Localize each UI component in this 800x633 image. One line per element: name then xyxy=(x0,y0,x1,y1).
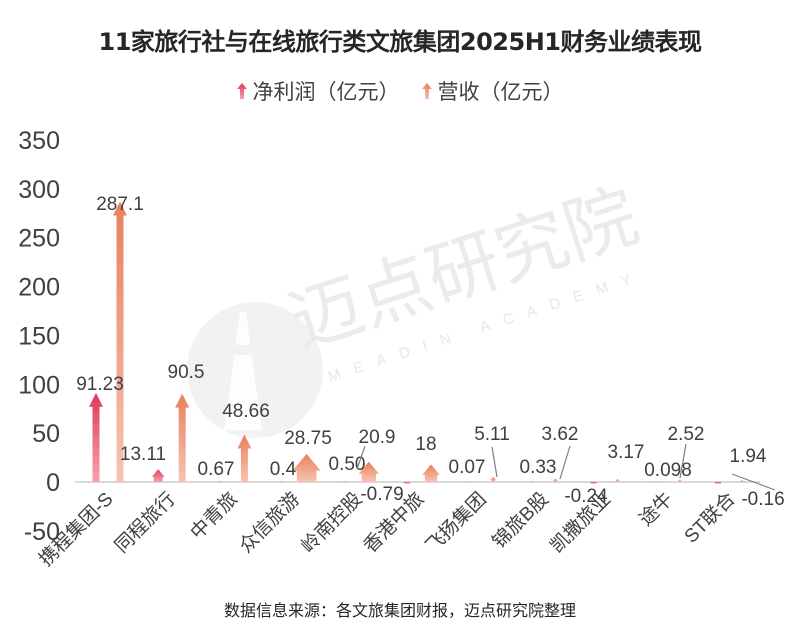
y-tick-label: 0 xyxy=(46,469,60,497)
revenue-bar[interactable] xyxy=(552,478,559,482)
revenue-value-label: 2.52 xyxy=(668,424,705,445)
net-profit-bar[interactable] xyxy=(590,482,597,484)
revenue-bar[interactable] xyxy=(739,480,745,482)
net-profit-bar[interactable] xyxy=(151,469,165,482)
net-profit-bar[interactable] xyxy=(89,392,103,482)
net-profit-value-label: -0.16 xyxy=(741,489,784,510)
leader-line xyxy=(356,445,366,470)
leader-line xyxy=(731,473,776,491)
y-tick-label: 300 xyxy=(18,176,60,204)
revenue-value-label: 18 xyxy=(415,434,436,455)
y-tick-label: 150 xyxy=(18,322,60,350)
x-category-label: 同程旅行 xyxy=(110,488,179,557)
arrow-up-icon xyxy=(421,83,432,99)
net-profit-value-label: -0.79 xyxy=(360,484,403,505)
chart-title: 11家旅行社与在线旅行类文旅集团2025H1财务业绩表现 xyxy=(98,28,702,56)
revenue-bar[interactable] xyxy=(358,461,380,482)
net-profit-bar[interactable] xyxy=(217,481,224,482)
chart-legend: 净利润（亿元） 营收（亿元） xyxy=(0,76,800,106)
net-profit-value-label: 0.07 xyxy=(449,457,486,478)
leader-line xyxy=(679,443,687,479)
revenue-bar[interactable] xyxy=(422,464,440,482)
x-category-label: 途牛 xyxy=(635,488,677,530)
net-profit-value-label: 13.11 xyxy=(120,444,166,465)
net-profit-value-label: 0.098 xyxy=(644,460,692,481)
arrow-up-icon xyxy=(236,83,247,99)
revenue-value-label: 5.11 xyxy=(474,424,510,445)
revenue-bar[interactable] xyxy=(490,477,497,482)
y-tick-label: 250 xyxy=(18,225,60,253)
x-category-label: ST联合 xyxy=(680,488,740,548)
leader-line xyxy=(491,446,498,478)
net-profit-value-label: 0.4 xyxy=(270,459,297,480)
net-profit-value-label: 0.33 xyxy=(520,457,557,478)
leader-line xyxy=(559,445,571,480)
net-profit-bar[interactable] xyxy=(715,482,721,484)
legend-item-revenue[interactable]: 营收（亿元） xyxy=(421,76,564,106)
net-profit-value-label: -0.24 xyxy=(564,486,608,507)
x-category-label: 岭南控股 xyxy=(297,488,366,557)
net-profit-value-label: 0.50 xyxy=(329,454,366,475)
legend-label-revenue: 营收（亿元） xyxy=(437,80,564,104)
net-profit-bar[interactable] xyxy=(404,482,410,484)
revenue-bar[interactable] xyxy=(175,393,190,482)
revenue-bar[interactable] xyxy=(676,479,683,482)
revenue-bar[interactable] xyxy=(237,434,252,482)
revenue-bar[interactable] xyxy=(113,201,127,482)
y-tick-label: 200 xyxy=(18,274,60,302)
net-profit-value-label: 91.23 xyxy=(76,374,124,395)
revenue-bar[interactable] xyxy=(614,478,621,482)
y-tick-label: -50 xyxy=(24,518,60,546)
y-tick-label: 350 xyxy=(18,127,60,155)
x-category-label: 中青旅 xyxy=(186,488,242,544)
y-tick-label: 100 xyxy=(18,371,60,399)
revenue-value-label: 20.9 xyxy=(359,427,396,448)
x-category-label: 锦旅B股 xyxy=(488,488,553,553)
watermark: 迈点研究院 MEADIN ACADEMY xyxy=(187,176,647,438)
revenue-value-label: 1.94 xyxy=(730,446,767,467)
legend-label-net-profit: 净利润（亿元） xyxy=(252,80,400,104)
x-category-label: 飞扬集团 xyxy=(421,488,490,557)
revenue-bar[interactable] xyxy=(292,453,321,482)
revenue-value-label: 3.62 xyxy=(542,424,579,445)
source-note: 数据信息来源：各文旅集团财报，迈点研究院整理 xyxy=(223,601,576,620)
net-profit-value-label: 0.67 xyxy=(198,459,235,480)
revenue-value-label: 48.66 xyxy=(222,401,270,422)
x-category-label: 众信旅游 xyxy=(235,488,304,557)
y-tick-label: 50 xyxy=(32,420,60,448)
revenue-value-label: 90.5 xyxy=(168,362,205,383)
revenue-value-label: 3.17 xyxy=(608,442,645,463)
legend-item-net-profit[interactable]: 净利润（亿元） xyxy=(236,76,400,106)
revenue-value-label: 28.75 xyxy=(284,428,332,449)
revenue-value-label: 287.1 xyxy=(96,194,144,215)
